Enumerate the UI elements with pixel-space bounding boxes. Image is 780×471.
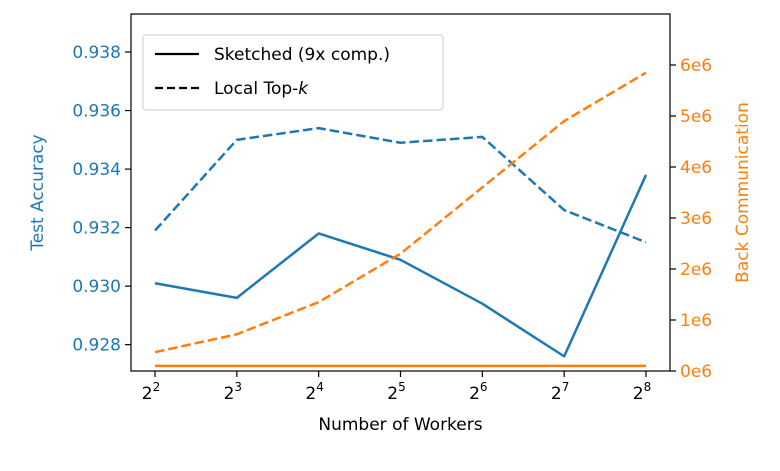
left-y-tick-label: 0.938: [72, 43, 121, 63]
series-line-right-dashed: [154, 71, 647, 354]
right-y-tick-label: 2e6: [680, 260, 712, 280]
left-y-axis-label: Test Accuracy: [28, 134, 48, 252]
x-tick-label-base: 2: [305, 384, 316, 404]
right-y-tick-label: 0e6: [680, 362, 712, 382]
left-y-tick-label: 0.932: [72, 219, 121, 239]
x-tick-label: 26: [469, 380, 487, 404]
x-tick-label-exponent: 3: [234, 380, 242, 394]
series-line-left-solid: [154, 174, 648, 358]
x-axis-label: Number of Workers: [318, 415, 482, 435]
series-line-left-dashed: [154, 126, 647, 244]
left-y-tick-label: 0.934: [72, 160, 121, 180]
x-tick-label-exponent: 7: [562, 380, 570, 394]
x-tick-label: 23: [224, 380, 242, 404]
legend: Sketched (9x comp.) Local Top-k: [142, 34, 444, 111]
left-y-tick-label: 0.928: [72, 336, 121, 356]
series-layer: [154, 71, 648, 368]
right-y-axis-ticks: 0e6 1e6 2e6 3e6 4e6 5e6 6e6: [670, 56, 712, 382]
right-y-tick-label: 6e6: [680, 56, 712, 76]
x-tick-label: 24: [305, 380, 323, 404]
right-y-tick-label: 5e6: [680, 107, 712, 127]
x-tick-label: 27: [551, 380, 569, 404]
legend-entry-local-topk: Local Top-k: [214, 79, 309, 99]
x-tick-label-exponent: 6: [480, 380, 488, 394]
x-tick-label-base: 2: [142, 384, 153, 404]
x-tick-label-exponent: 4: [316, 380, 324, 394]
right-y-axis-label: Back Communication: [733, 102, 753, 283]
x-tick-label: 22: [142, 380, 160, 404]
legend-entry-local-topk-text: Local Top-: [214, 79, 298, 99]
x-tick-label-base: 2: [469, 384, 480, 404]
x-tick-label-base: 2: [387, 384, 398, 404]
right-y-tick-label: 4e6: [680, 158, 712, 178]
x-tick-label: 25: [387, 380, 405, 404]
x-tick-label-exponent: 8: [644, 380, 652, 394]
legend-entry-local-topk-k: k: [298, 79, 309, 99]
x-tick-label-exponent: 2: [153, 380, 161, 394]
left-y-axis-ticks: 0.928 0.930 0.932 0.934 0.936 0.938: [72, 43, 131, 356]
right-y-tick-label: 3e6: [680, 209, 712, 229]
legend-box: [142, 34, 444, 111]
left-y-tick-label: 0.930: [72, 277, 121, 297]
left-y-tick-label: 0.936: [72, 102, 121, 122]
x-tick-label-base: 2: [224, 384, 235, 404]
x-tick-label: 28: [633, 380, 651, 404]
right-y-tick-label: 1e6: [680, 311, 712, 331]
x-axis-ticks: 22 23 24 25 26 27 28: [142, 371, 651, 404]
x-tick-label-exponent: 5: [398, 380, 406, 394]
x-tick-label-base: 2: [633, 384, 644, 404]
legend-entry-sketched: Sketched (9x comp.): [214, 45, 390, 65]
x-tick-label-base: 2: [551, 384, 562, 404]
